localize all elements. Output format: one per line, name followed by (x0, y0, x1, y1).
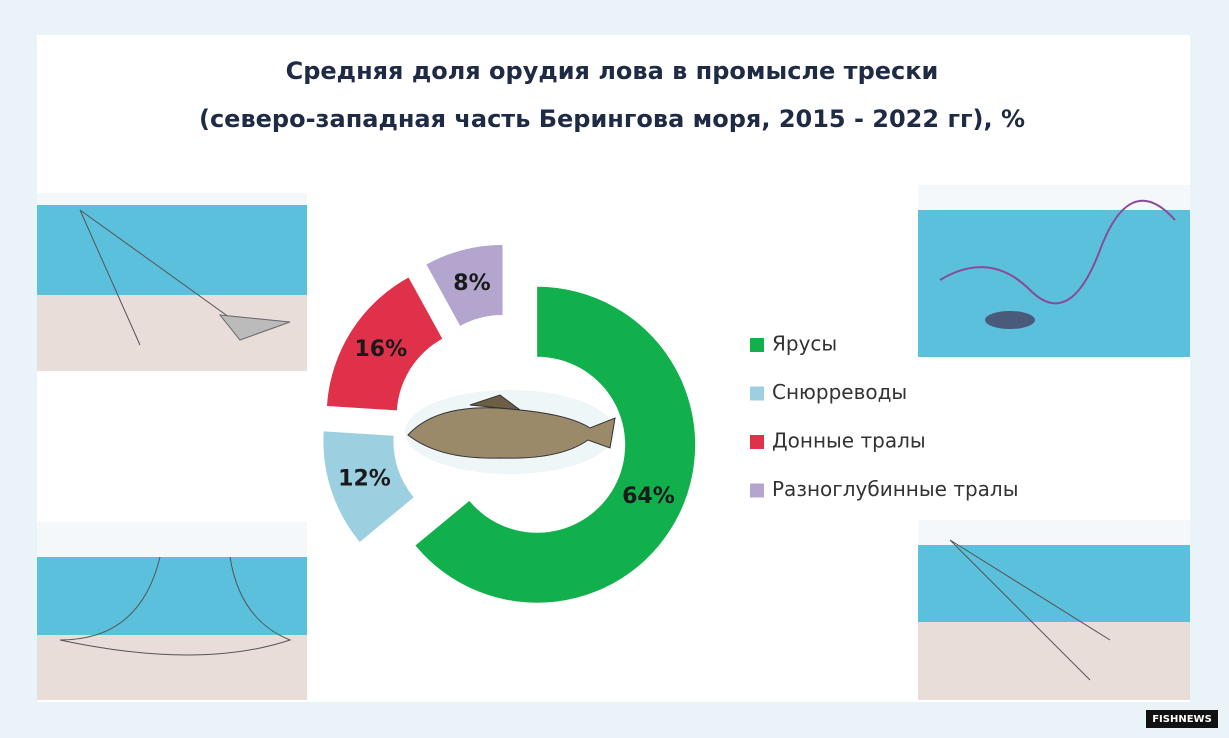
value-label: 8% (453, 271, 490, 296)
illustration-pelagic-trawl (918, 520, 1190, 700)
legend-label: Разноглубинные тралы (772, 477, 1019, 501)
legend-swatch (750, 338, 764, 352)
donut-segment (323, 431, 414, 542)
legend-swatch (750, 386, 764, 401)
chart-title: Средняя доля орудия лова в промысле трес… (286, 57, 939, 85)
value-label: 64% (622, 484, 675, 509)
watermark: FISHNEWS (1152, 714, 1212, 725)
chart-subtitle: (северо-западная часть Берингова моря, 2… (199, 105, 1025, 133)
watermark-badge (1146, 710, 1218, 728)
fish-illustration (405, 390, 616, 474)
legend-swatch (750, 483, 764, 498)
donut-segment (415, 286, 696, 603)
legend-label: Снюрреводы (772, 380, 907, 404)
legend-label: Донные тралы (772, 429, 926, 453)
illustration-seine (37, 522, 307, 700)
donut-segment (426, 244, 503, 326)
donut-segment (326, 277, 443, 411)
illustration-trawl (37, 193, 307, 371)
value-label: 16% (354, 337, 407, 362)
illustration-longline (918, 185, 1190, 357)
legend-swatch (750, 435, 764, 449)
legend-label: Ярусы (772, 332, 837, 356)
value-label: 12% (338, 466, 391, 491)
